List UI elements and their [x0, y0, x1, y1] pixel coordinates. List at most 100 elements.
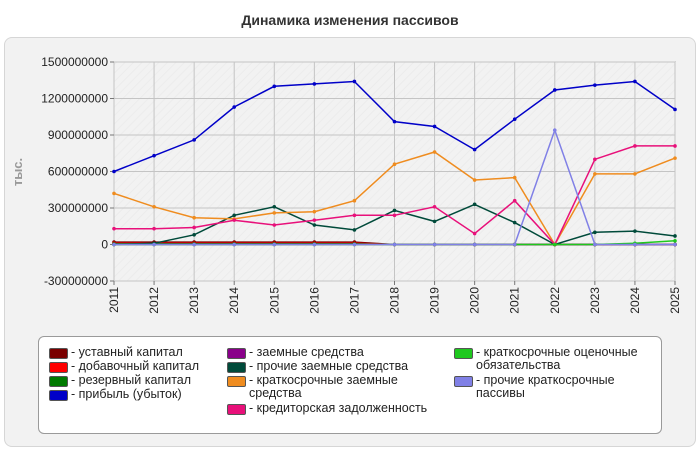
- data-point: [673, 156, 677, 160]
- data-point: [192, 225, 196, 230]
- data-point: [232, 105, 237, 109]
- data-point: [432, 124, 437, 129]
- legend-item: - прибыль (убыток): [49, 388, 264, 401]
- legend-item: - прочие краткосрочные пассивы: [454, 374, 654, 400]
- series-lines: [112, 79, 677, 247]
- data-point: [312, 218, 317, 222]
- x-tick-label: 2014: [227, 287, 241, 314]
- data-point: [633, 144, 637, 148]
- data-point: [593, 157, 597, 162]
- legend-item: - уставный капитал: [49, 346, 264, 359]
- data-point: [512, 220, 517, 225]
- y-axis-label: тыс.: [10, 158, 25, 186]
- x-tick-label: 2012: [147, 287, 161, 314]
- data-point: [112, 169, 116, 174]
- data-point: [232, 218, 237, 222]
- data-point: [112, 226, 116, 231]
- x-tick-label: 2015: [267, 287, 281, 314]
- data-point: [673, 144, 677, 148]
- data-point: [432, 204, 437, 209]
- legend-label: - уставный капитал: [71, 345, 183, 359]
- y-tick-label: 600000000: [48, 165, 108, 179]
- data-point: [392, 208, 397, 213]
- legend-item: - кредиторская задолженность: [227, 402, 442, 415]
- legend-swatch: [49, 390, 68, 401]
- legend-item: - краткосрочные заемные средства: [227, 374, 442, 400]
- legend-label: - добавочный капитал: [71, 359, 200, 373]
- data-point: [633, 242, 637, 247]
- data-point: [673, 239, 677, 243]
- x-tick-label: 2016: [307, 287, 321, 314]
- data-point: [593, 242, 597, 247]
- data-point: [512, 117, 517, 121]
- x-tick-label: 2020: [468, 287, 482, 314]
- x-tick-label: 2011: [107, 287, 121, 313]
- data-point: [512, 198, 517, 203]
- data-point: [312, 223, 317, 227]
- y-tick-label: 0: [101, 238, 108, 252]
- legend-label: - прочие заемные средства: [249, 359, 409, 373]
- legend-swatch: [454, 348, 473, 359]
- x-tick-label: 2022: [548, 287, 562, 314]
- data-point: [472, 147, 477, 152]
- legend-label: - резервный капитал: [71, 373, 192, 387]
- data-point: [272, 204, 277, 209]
- y-tick-label: 300000000: [48, 201, 108, 215]
- legend-swatch: [227, 362, 246, 373]
- data-point: [633, 172, 637, 176]
- legend-label: - кредиторская задолженность: [249, 401, 428, 415]
- x-tick-label: 2021: [508, 287, 522, 314]
- data-point: [673, 234, 677, 238]
- data-point: [352, 198, 357, 203]
- data-point: [552, 128, 557, 132]
- data-point: [593, 83, 597, 87]
- data-point: [152, 226, 156, 231]
- data-point: [312, 242, 317, 247]
- y-tick-label: -300000000: [44, 274, 108, 288]
- data-point: [512, 175, 517, 180]
- data-point: [352, 228, 357, 232]
- y-tick-label: 900000000: [48, 128, 108, 142]
- data-point: [392, 242, 397, 247]
- data-point: [472, 202, 477, 207]
- data-point: [352, 213, 357, 218]
- data-point: [272, 211, 277, 215]
- legend-item: - прочие заемные средства: [227, 360, 442, 373]
- legend-label: - краткосрочные оценочные обязательства: [476, 345, 638, 372]
- legend-item: - краткосрочные оценочные обязательства: [454, 346, 654, 372]
- data-point: [192, 138, 196, 142]
- legend-swatch: [49, 348, 68, 359]
- chart-title: Динамика изменения пассивов: [241, 12, 459, 28]
- legend-item: - резервный капитал: [49, 374, 264, 387]
- x-tick-label: 2017: [347, 287, 361, 314]
- data-point: [552, 242, 557, 247]
- data-point: [392, 213, 397, 218]
- legend-label: - заемные средства: [249, 345, 364, 359]
- legend-swatch: [454, 376, 473, 387]
- legend: - уставный капитал - добавочный капитал - …: [38, 336, 662, 434]
- x-tick-label: 2025: [668, 287, 682, 314]
- data-point: [472, 178, 477, 182]
- legend-swatch: [49, 362, 68, 373]
- data-point: [152, 153, 156, 158]
- data-point: [593, 172, 597, 176]
- x-tick-label: 2018: [388, 287, 402, 314]
- data-point: [192, 215, 196, 220]
- data-point: [472, 231, 477, 236]
- data-point: [472, 242, 477, 247]
- data-point: [272, 223, 277, 227]
- data-point: [392, 119, 397, 124]
- x-tick-label: 2024: [628, 287, 642, 314]
- data-point: [272, 242, 277, 247]
- y-tick-label: 1500000000: [41, 55, 108, 69]
- x-axis: 2011 2012 2013 2014 2015 2016 2017 2018 2019 2020…: [107, 281, 682, 314]
- data-point: [673, 242, 677, 247]
- data-point: [152, 204, 156, 209]
- legend-item: - добавочный капитал: [49, 360, 264, 373]
- legend-swatch: [227, 376, 246, 387]
- data-point: [593, 230, 597, 235]
- x-tick-label: 2019: [428, 287, 442, 314]
- data-point: [192, 232, 196, 237]
- data-point: [192, 242, 196, 247]
- data-point: [152, 242, 156, 247]
